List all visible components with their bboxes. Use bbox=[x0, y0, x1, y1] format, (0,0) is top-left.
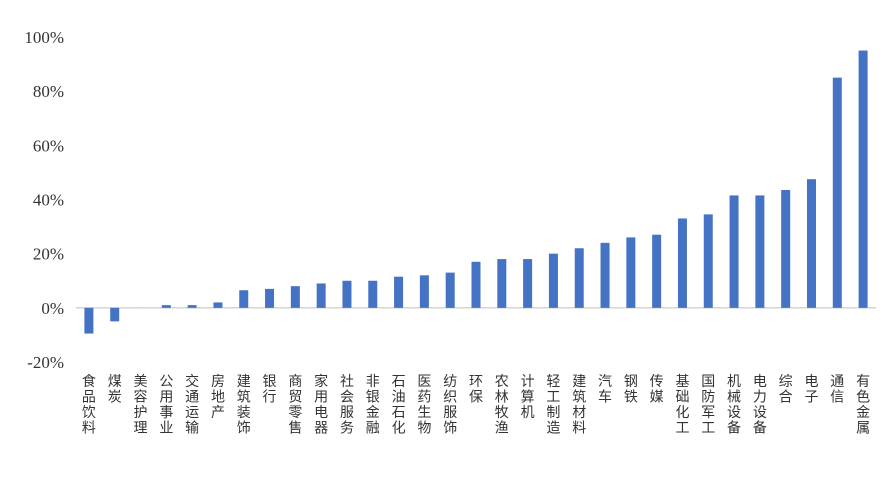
category-label: 食品饮料 bbox=[82, 373, 96, 437]
category-label: 建筑材料 bbox=[572, 374, 586, 437]
category-label: 环保 bbox=[469, 374, 483, 406]
category-label: 综合 bbox=[779, 374, 793, 406]
category-label: 电子 bbox=[804, 374, 818, 406]
category-labels: 食品饮料煤炭美容护理公用事业交通运输房地产建筑装饰银行商贸零售家用电器社会服务非… bbox=[82, 373, 870, 437]
y-tick-label: 20% bbox=[33, 245, 64, 264]
category-label: 基础化工 bbox=[675, 373, 689, 437]
category-label: 计算机 bbox=[521, 374, 535, 421]
category-label: 家用电器 bbox=[314, 373, 328, 437]
bar bbox=[755, 195, 765, 308]
category-label: 通信 bbox=[830, 374, 844, 406]
bar bbox=[290, 286, 300, 308]
bar bbox=[729, 195, 739, 308]
bar bbox=[652, 234, 662, 308]
category-label: 商贸零售 bbox=[288, 374, 302, 437]
category-label: 机械设备 bbox=[727, 374, 741, 437]
category-label: 医药生物 bbox=[417, 374, 431, 437]
category-label: 传媒 bbox=[650, 374, 664, 406]
bar bbox=[161, 305, 171, 308]
category-label: 建筑装饰 bbox=[237, 374, 251, 437]
bar bbox=[574, 248, 584, 308]
category-label: 轻工制造 bbox=[546, 374, 560, 437]
category-label: 农林牧渔 bbox=[495, 374, 509, 437]
y-tick-label: -20% bbox=[27, 353, 64, 372]
bar bbox=[445, 272, 455, 308]
category-label: 国防军工 bbox=[701, 374, 715, 437]
category-label: 银行 bbox=[263, 374, 277, 406]
y-axis: -20% 0% 20% 40% 60% 80% 100% bbox=[24, 28, 64, 372]
bar bbox=[265, 288, 275, 308]
bar bbox=[368, 280, 378, 308]
category-label: 有色金属 bbox=[856, 374, 870, 437]
bar bbox=[110, 307, 120, 322]
y-tick-label: 100% bbox=[24, 28, 64, 47]
category-label: 汽车 bbox=[598, 374, 612, 406]
y-tick-label: 0% bbox=[41, 299, 64, 318]
category-label: 交通运输 bbox=[185, 373, 199, 437]
category-label: 石油石化 bbox=[392, 374, 406, 437]
category-label: 非银金融 bbox=[366, 374, 380, 437]
y-tick-label: 80% bbox=[33, 82, 64, 101]
bar bbox=[781, 190, 791, 308]
category-label: 社会服务 bbox=[340, 374, 354, 437]
bar bbox=[600, 242, 610, 308]
bar bbox=[84, 307, 94, 334]
y-tick-label: 60% bbox=[33, 136, 64, 155]
bar bbox=[213, 302, 223, 308]
bar bbox=[548, 253, 558, 308]
bar bbox=[626, 237, 636, 308]
y-tick-label: 40% bbox=[33, 191, 64, 210]
bar bbox=[806, 179, 816, 308]
category-label: 美容护理 bbox=[134, 374, 148, 437]
bar bbox=[419, 275, 429, 308]
category-label: 纺织服饰 bbox=[443, 374, 457, 437]
bar bbox=[677, 218, 687, 308]
bar bbox=[187, 305, 197, 308]
category-label: 公用事业 bbox=[159, 374, 173, 437]
bar bbox=[316, 283, 326, 308]
bar bbox=[703, 214, 713, 308]
category-label: 电力设备 bbox=[753, 374, 767, 437]
bar bbox=[394, 276, 404, 308]
bar bbox=[471, 261, 481, 308]
bar bbox=[239, 290, 249, 308]
bars-group bbox=[84, 50, 868, 334]
category-label: 房地产 bbox=[211, 374, 225, 421]
bar bbox=[523, 259, 533, 308]
category-label: 煤炭 bbox=[108, 374, 122, 406]
bar bbox=[832, 77, 842, 308]
bar bbox=[497, 259, 507, 308]
category-label: 钢铁 bbox=[624, 374, 638, 406]
bar bbox=[342, 280, 352, 308]
bar bbox=[858, 50, 868, 308]
